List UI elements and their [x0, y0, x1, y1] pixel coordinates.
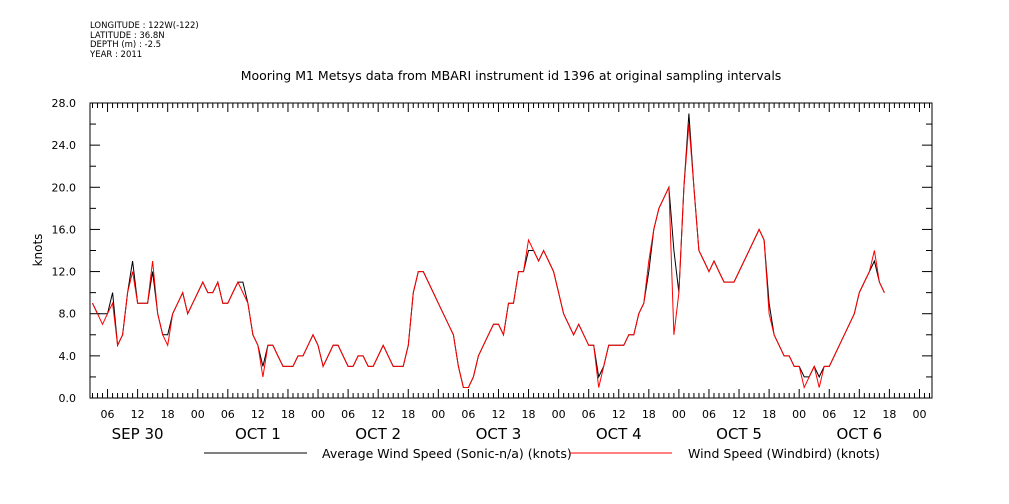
x-day-label: SEP 30 [112, 425, 164, 443]
x-axis: 06 12 18 00 06 12 18 00 06 12 18 00 06 12 18 00 06 12 18 00… [92, 103, 930, 443]
x-tick-label: 18 [161, 408, 175, 421]
y-tick-label: 8.0 [59, 308, 77, 321]
x-tick-label: 18 [281, 408, 295, 421]
x-tick-label: 00 [672, 408, 686, 421]
x-tick-label: 06 [702, 408, 716, 421]
latitude-text: LATITUDE : 36.8N [90, 30, 165, 41]
x-day-label: OCT 3 [476, 425, 522, 443]
chart-title: Mooring M1 Metsys data from MBARI instru… [240, 68, 782, 83]
x-tick-label: 00 [431, 408, 445, 421]
x-tick-label: 06 [221, 408, 235, 421]
x-tick-label: 00 [311, 408, 325, 421]
y-tick-label: 12.0 [52, 266, 77, 279]
x-day-label: OCT 4 [596, 425, 642, 443]
y-axis: 0.0 4.0 8.0 12.0 16.0 20.0 24.0 28.0 [52, 97, 932, 405]
x-tick-label: 12 [732, 408, 746, 421]
x-day-label: OCT 5 [716, 425, 762, 443]
x-tick-label: 00 [912, 408, 926, 421]
x-tick-label: 12 [131, 408, 145, 421]
x-tick-label: 18 [762, 408, 776, 421]
x-tick-label: 12 [612, 408, 626, 421]
y-tick-label: 24.0 [52, 139, 77, 152]
series-line-average-wind-speed [92, 113, 885, 388]
x-tick-label: 06 [461, 408, 475, 421]
legend-label-red: Wind Speed (Windbird) (knots) [688, 446, 880, 461]
x-tick-label: 12 [491, 408, 505, 421]
y-tick-label: 28.0 [52, 97, 77, 110]
x-tick-label: 18 [522, 408, 536, 421]
x-day-label: OCT 6 [836, 425, 882, 443]
x-tick-label: 18 [401, 408, 415, 421]
x-tick-label: 12 [251, 408, 265, 421]
y-tick-label: 0.0 [59, 392, 77, 405]
x-tick-label: 00 [792, 408, 806, 421]
x-tick-label: 06 [101, 408, 115, 421]
x-tick-label: 06 [582, 408, 596, 421]
year-text: YEAR : 2011 [90, 49, 143, 60]
x-tick-label: 00 [191, 408, 205, 421]
x-tick-label: 12 [371, 408, 385, 421]
depth-text: DEPTH (m) : -2.5 [90, 40, 162, 50]
plot-frame [89, 102, 933, 399]
x-tick-label: 18 [642, 408, 656, 421]
series-line-windbird-wind-speed [92, 124, 885, 390]
x-day-label: OCT 2 [355, 425, 401, 443]
x-tick-label: 00 [552, 408, 566, 421]
x-tick-label: 06 [822, 408, 836, 421]
x-tick-label: 18 [882, 408, 896, 421]
series-layer [92, 113, 885, 390]
metadata-block: LONGITUDE : 122W(-122) LATITUDE : 36.8N … [90, 21, 199, 60]
legend: Average Wind Speed (Sonic-n/a) (knots) W… [204, 446, 880, 461]
y-tick-label: 4.0 [59, 350, 77, 363]
x-tick-label: 12 [852, 408, 866, 421]
longitude-text: LONGITUDE : 122W(-122) [90, 21, 199, 31]
y-tick-label: 16.0 [52, 223, 77, 236]
legend-label-black: Average Wind Speed (Sonic-n/a) (knots) [322, 446, 572, 461]
y-tick-label: 20.0 [52, 181, 77, 194]
x-day-label: OCT 1 [235, 425, 281, 443]
y-axis-label: knots [31, 234, 45, 267]
x-tick-label: 06 [341, 408, 355, 421]
